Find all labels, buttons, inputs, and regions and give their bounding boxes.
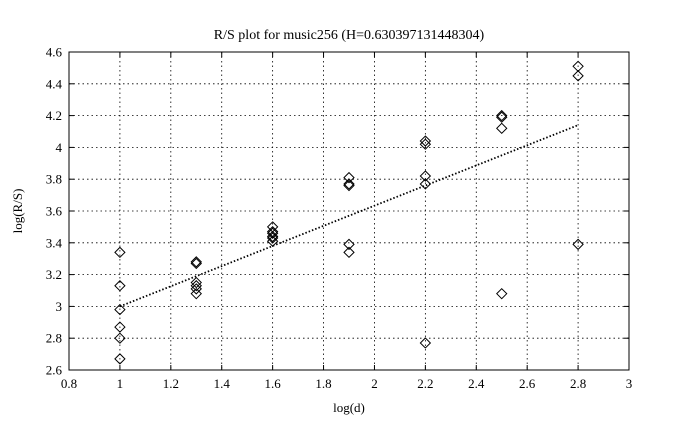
x-axis-label: log(d) (333, 400, 365, 415)
regression-fit-line (119, 124, 579, 308)
data-point-diamond (419, 170, 432, 182)
data-points (114, 60, 584, 365)
data-point-diamond (114, 353, 126, 365)
y-tick-label: 4 (56, 140, 63, 155)
data-point-diamond (419, 337, 432, 349)
data-point-diamond (114, 303, 126, 316)
y-tick-label: 3.2 (46, 267, 62, 282)
data-point-diamond (190, 256, 202, 268)
y-tick-label: 3 (56, 299, 63, 314)
axis-ticks (68, 51, 630, 371)
data-point-diamond (572, 70, 584, 82)
data-point-diamond (266, 227, 279, 239)
x-tick-label: 2.6 (519, 376, 536, 391)
x-tick-label: 2.8 (570, 376, 586, 391)
y-tick-labels: 2.6 2.8 3 3.2 3.4 3.6 3.8 4 4.2 4.4 4.6 (46, 45, 63, 378)
data-point-diamond (343, 238, 355, 251)
y-axis-label: log(R/S) (10, 189, 25, 234)
y-tick-label: 4.2 (46, 108, 62, 123)
data-point-diamond (496, 111, 508, 123)
data-point-diamond (266, 232, 279, 244)
x-tick-label: 1.8 (315, 376, 331, 391)
data-point-diamond (190, 287, 202, 300)
x-tick-label: 1.6 (265, 376, 282, 391)
data-point-diamond (266, 235, 279, 247)
y-tick-label: 3.6 (46, 204, 63, 219)
y-tick-label: 4.4 (46, 76, 63, 91)
data-point-diamond (266, 230, 279, 243)
data-point-diamond (190, 276, 202, 289)
data-point-diamond (343, 179, 355, 192)
chart-title: R/S plot for music256 (H=0.6303971314483… (214, 28, 485, 43)
x-tick-label: 3 (626, 376, 633, 391)
data-point-diamond (419, 135, 432, 147)
data-point-diamond (343, 178, 355, 190)
y-tick-label: 4.6 (46, 45, 63, 60)
data-point-diamond (343, 171, 355, 184)
data-point-diamond (190, 283, 202, 295)
x-tick-label: 2.4 (468, 376, 485, 391)
x-tick-label: 1.4 (214, 376, 231, 391)
data-point-diamond (114, 246, 126, 259)
x-tick-label: 1 (117, 376, 124, 391)
x-tick-label: 2 (371, 376, 378, 391)
data-point-diamond (114, 332, 126, 344)
x-tick-label: 2.2 (417, 376, 433, 391)
y-tick-label: 2.6 (46, 363, 63, 378)
data-point-diamond (419, 138, 432, 150)
x-tick-label: 0.8 (61, 376, 77, 391)
y-tick-label: 2.8 (46, 331, 62, 346)
data-point-diamond (114, 321, 126, 333)
data-point-diamond (343, 246, 355, 259)
data-point-diamond (496, 287, 508, 300)
data-point-diamond (190, 280, 202, 292)
y-tick-label: 3.4 (46, 235, 63, 250)
x-tick-label: 1.2 (163, 376, 179, 391)
data-point-diamond (496, 122, 508, 135)
y-tick-label: 3.8 (46, 172, 62, 187)
data-point-diamond (114, 280, 126, 292)
data-point-diamond (190, 257, 202, 270)
data-point-diamond (496, 109, 508, 122)
grid (69, 52, 629, 370)
data-point-diamond (419, 178, 432, 190)
data-point-diamond (572, 238, 584, 251)
x-tick-labels: 0.8 1 1.2 1.4 1.6 1.8 2 2.2 2.4 2.6 2.8 3 (61, 376, 632, 391)
